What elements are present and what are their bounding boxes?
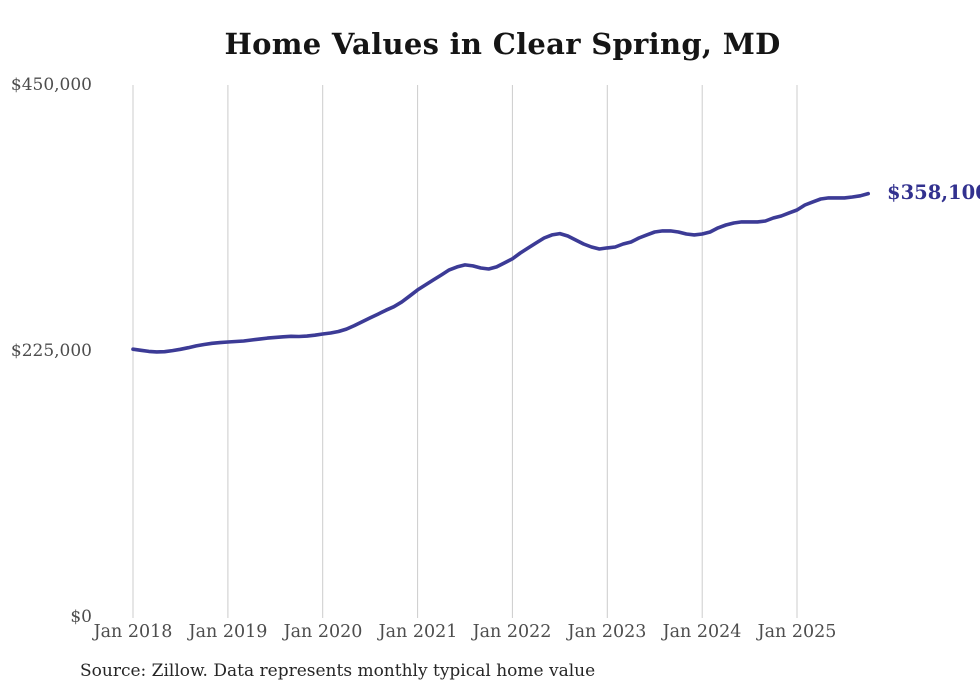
current-value-label: $358,100 <box>887 181 980 204</box>
x-axis-tick-label: Jan 2025 <box>757 622 837 642</box>
x-axis-tick-label: Jan 2020 <box>283 622 363 642</box>
x-axis-tick-label: Jan 2019 <box>188 622 268 642</box>
x-axis-tick-label: Jan 2023 <box>567 622 647 642</box>
x-axis-tick-label: Jan 2021 <box>378 622 458 642</box>
home-value-line <box>131 191 870 354</box>
gridline-group <box>132 85 798 618</box>
y-axis-tick-label: $225,000 <box>10 341 92 361</box>
x-axis-tick-label: Jan 2018 <box>93 622 173 642</box>
source-note: Source: Zillow. Data represents monthly … <box>80 661 596 681</box>
chart-title: Home Values in Clear Spring, MD <box>224 27 781 61</box>
y-axis-tick-label: $450,000 <box>10 75 92 95</box>
x-axis-tick-label: Jan 2022 <box>472 622 552 642</box>
x-axis-tick-label: Jan 2024 <box>662 622 742 642</box>
y-axis-tick-label: $0 <box>70 607 92 627</box>
